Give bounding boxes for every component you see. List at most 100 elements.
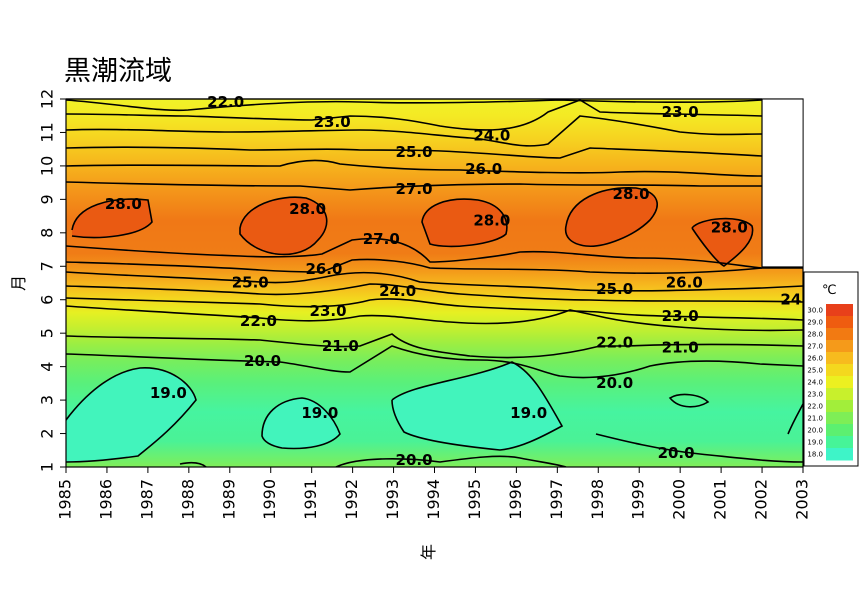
contour-19-1993 (391, 361, 564, 451)
legend-swatch-12 (826, 448, 853, 461)
y-tick-label-10: 10 (38, 156, 57, 176)
contour-28-1998 (564, 187, 658, 247)
x-tick-label-1987: 1987 (137, 479, 156, 520)
legend-tick-7: 23.0 (807, 391, 823, 399)
cool-pool-1985 (66, 367, 196, 462)
warm-core-patches (72, 187, 753, 266)
legend-swatches (826, 304, 853, 461)
legend-tick-9: 21.0 (807, 415, 823, 423)
contour-20-2000-loop (668, 393, 710, 408)
legend-tick-10: 20.0 (807, 427, 823, 435)
legend-swatch-9 (826, 412, 853, 425)
contour-label-21: 22.0 (240, 312, 277, 330)
contour-label-8: 28.0 (289, 200, 326, 218)
legend-swatch-3 (826, 340, 853, 353)
legend-swatch-1 (826, 316, 853, 329)
x-tick-label-1990: 1990 (260, 479, 279, 520)
contour-20-bottom (179, 433, 803, 467)
contour-22-top (66, 99, 763, 112)
x-tick-label-2000: 2000 (670, 479, 689, 520)
y-tick-label-12: 12 (38, 89, 57, 109)
plot-frame-notch (762, 99, 803, 267)
legend-tick-12: 18.0 (807, 451, 823, 459)
legend-tick-11: 19.0 (807, 439, 823, 447)
contour-label-25: 20.0 (244, 352, 281, 370)
legend-swatch-5 (826, 364, 853, 377)
contour-label-0: 22.0 (207, 93, 244, 111)
contour-label-14: 25.0 (232, 274, 269, 292)
y-tick-label-9: 9 (38, 194, 57, 204)
contour-label-6: 27.0 (396, 180, 433, 198)
legend-title: ℃ (822, 283, 837, 298)
contour-label-9: 28.0 (473, 212, 510, 230)
contour-label-7: 28.0 (105, 195, 142, 213)
contour-28-2001 (691, 217, 754, 267)
y-tick-label-1: 1 (38, 462, 57, 472)
contour-28-1986 (71, 198, 153, 239)
contour-20 (66, 345, 803, 379)
y-tick-label-7: 7 (38, 261, 57, 271)
legend-swatch-4 (826, 352, 853, 365)
cool-pools (66, 362, 562, 462)
contour-label-15: 24.0 (379, 282, 416, 300)
legend-swatch-0 (826, 304, 853, 317)
legend-swatch-8 (826, 400, 853, 413)
warm-core-1986 (72, 199, 152, 238)
legend-tick-3: 27.0 (807, 343, 823, 351)
contour-labels: 22.0 23.0 24.0 23.0 25.0 26.0 27.0 28.0 28.0 28.0… (105, 93, 818, 469)
x-tick-label-2002: 2002 (752, 479, 771, 520)
x-tick-label-1999: 1999 (629, 479, 648, 520)
contour-26 (66, 159, 763, 177)
contour-23-bottom (66, 297, 803, 321)
contour-label-31: 20.0 (658, 444, 695, 462)
legend-swatch-7 (826, 388, 853, 401)
contour-lines (66, 99, 803, 467)
warm-core-1994 (422, 199, 507, 247)
contour-27-top (66, 181, 762, 191)
legend-tick-8: 22.0 (807, 403, 823, 411)
contour-label-17: 26.0 (666, 274, 703, 292)
contour-label-26: 20.0 (596, 374, 633, 392)
contour-label-27: 19.0 (150, 384, 187, 402)
x-tick-label-1989: 1989 (219, 479, 238, 520)
contour-label-16: 25.0 (596, 280, 633, 298)
legend-tick-0: 30.0 (807, 307, 823, 315)
contour-27-bottom (66, 237, 763, 269)
contour-19-1990 (261, 397, 341, 450)
color-legend: ℃ 30.0 29.0 28.0 27.0 26.0 25.0 24.0 23.0 22.0 21… (803, 271, 859, 467)
legend-tick-5: 25.0 (807, 367, 823, 375)
cool-pool-1990 (262, 398, 340, 449)
legend-tick-4: 26.0 (807, 355, 823, 363)
contour-label-13: 26.0 (305, 260, 342, 278)
contour-22-bottom (66, 305, 803, 332)
contour-24-bottom (66, 283, 803, 303)
contour-label-19: 23.0 (310, 302, 347, 320)
contour-label-20: 23.0 (662, 307, 699, 325)
contour-label-28: 19.0 (301, 404, 338, 422)
contour-label-3: 23.0 (662, 103, 699, 121)
x-tick-label-1998: 1998 (588, 479, 607, 520)
x-tick-label-1993: 1993 (383, 479, 402, 520)
legend-swatch-10 (826, 424, 853, 437)
x-tick-label-1997: 1997 (547, 479, 566, 520)
contour-21 (66, 333, 803, 359)
contour-label-30: 20.0 (396, 451, 433, 469)
contour-label-11: 28.0 (711, 218, 748, 236)
contour-label-12: 27.0 (363, 230, 400, 248)
contour-25-bottom (66, 271, 803, 292)
y-tick-label-3: 3 (38, 395, 57, 405)
y-axis-label: 月 (9, 275, 28, 291)
x-tick-label-1986: 1986 (96, 479, 115, 520)
contour-28-1994 (421, 198, 508, 248)
y-tick-label-5: 5 (38, 328, 57, 338)
x-tick-label-1996: 1996 (506, 479, 525, 520)
x-axis-label: 年 (419, 544, 438, 560)
contour-28-1990 (239, 196, 328, 256)
contour-24 (66, 115, 763, 147)
contour-label-22: 22.0 (596, 334, 633, 352)
contour-26-bottom (66, 258, 803, 274)
plot-area (66, 99, 803, 467)
warm-core-1990 (240, 197, 327, 255)
